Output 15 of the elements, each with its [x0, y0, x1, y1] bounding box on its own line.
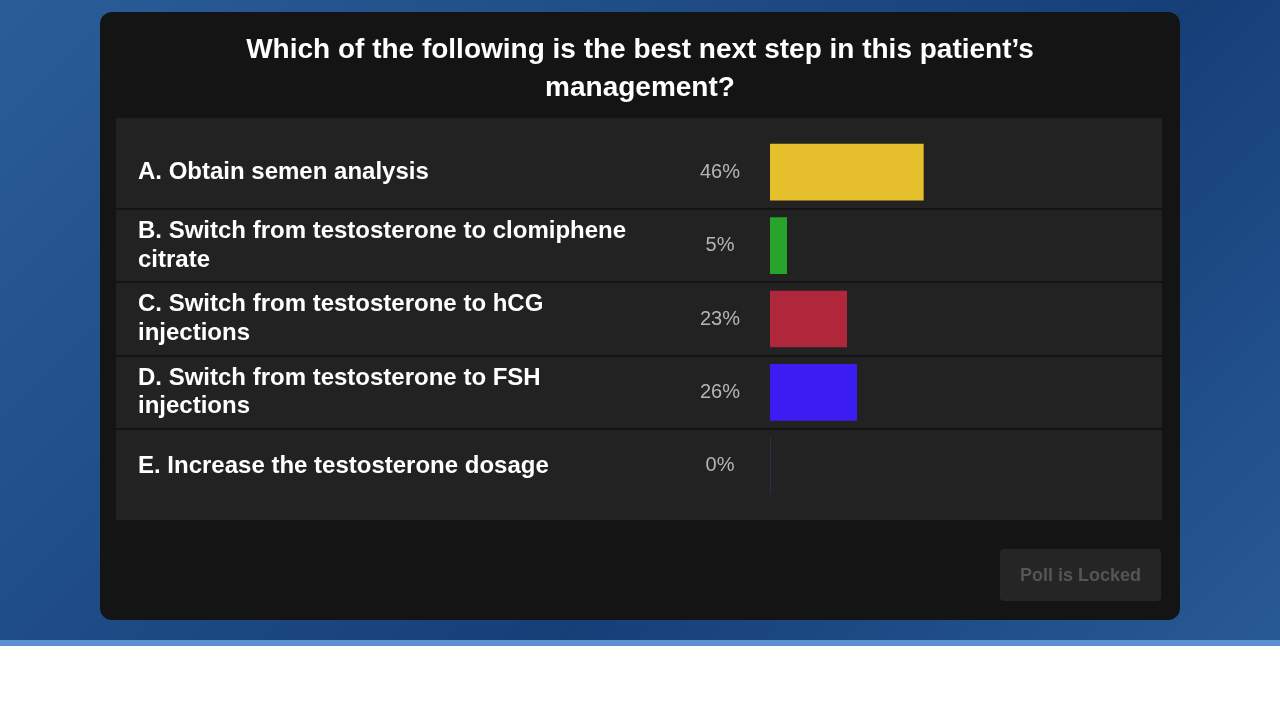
data-label: 46% [699, 159, 741, 182]
y-tick-label: D. Switch from testosterone to FSH injections [138, 362, 541, 419]
data-label: 26% [699, 379, 741, 402]
y-tick-label: E. Increase the testosterone dosage [138, 450, 549, 478]
y-tick-label: C. Switch from testosterone to hCG injections [138, 289, 544, 346]
bar [770, 217, 787, 274]
data-label: 5% [705, 233, 735, 256]
y-tick-label: B. Switch from testosterone to clomiphene citrate [138, 215, 627, 272]
bar [770, 143, 924, 201]
chart-title: Which of the following is the best next step in this patient’s management? [245, 32, 1035, 104]
bar [770, 290, 847, 348]
bar [770, 364, 857, 421]
y-tick-label: A. Obtain semen analysis [138, 156, 429, 184]
data-label: 23% [699, 306, 741, 329]
data-label: 0% [705, 453, 735, 476]
